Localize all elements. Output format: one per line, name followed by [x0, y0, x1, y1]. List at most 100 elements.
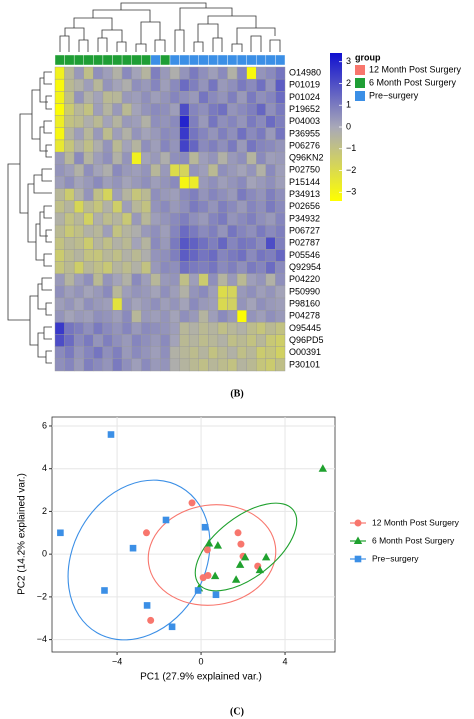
point — [261, 552, 271, 561]
heat-cell — [160, 261, 171, 274]
heat-cell — [217, 261, 228, 274]
colorbar-label: 2 — [346, 78, 351, 88]
heat-cell — [275, 115, 286, 128]
heat-cell — [169, 127, 180, 141]
heat-cell — [208, 66, 219, 80]
heat-cell — [188, 127, 199, 141]
heat-cell — [150, 78, 161, 92]
y-tick-label: 0 — [42, 549, 47, 559]
heat-cell — [150, 212, 161, 226]
heat-cell — [198, 273, 209, 287]
legend-swatch — [355, 65, 365, 75]
group-cell — [112, 54, 123, 66]
point — [354, 519, 362, 527]
heat-cell — [64, 103, 75, 116]
left-dendrogram — [7, 71, 52, 364]
group-cell — [198, 54, 209, 66]
heat-cell — [160, 249, 171, 262]
heat-cell — [246, 151, 257, 165]
group-cell — [275, 54, 286, 66]
heat-cell — [73, 115, 84, 128]
heat-cell — [188, 273, 199, 287]
group-cell — [227, 54, 238, 66]
heat-cell — [179, 115, 190, 128]
heat-cell — [217, 66, 228, 80]
heat-cell — [64, 176, 75, 189]
heat-cell — [227, 273, 238, 287]
heat-cell — [73, 261, 84, 274]
point — [142, 529, 150, 537]
colorbar-label: −1 — [346, 143, 356, 153]
heat-cell — [198, 188, 209, 201]
heat-cell — [73, 322, 84, 335]
heat-cell — [265, 310, 276, 323]
heat-cell — [141, 200, 152, 214]
heat-cell — [73, 91, 84, 104]
heat-cell — [256, 237, 267, 250]
heat-cell — [236, 151, 247, 165]
heat-cell — [121, 273, 132, 287]
heat-cell — [246, 285, 257, 299]
heat-cell — [217, 334, 228, 347]
heat-cell — [141, 164, 152, 177]
heat-cell — [198, 139, 209, 153]
heat-cell — [256, 66, 267, 80]
heat-cell — [265, 249, 276, 262]
heat-cell — [188, 249, 199, 262]
heat-cell — [188, 78, 199, 92]
heat-cell — [73, 139, 84, 153]
heat-cell — [227, 66, 238, 80]
heat-cell — [265, 358, 276, 372]
heat-cell — [160, 297, 171, 311]
legend-title: group — [355, 52, 381, 62]
heat-cell — [236, 334, 247, 347]
heat-cell — [256, 115, 267, 128]
heat-cell — [54, 249, 65, 262]
heat-cell — [169, 200, 180, 214]
heat-cell — [236, 285, 247, 299]
heat-cell — [102, 346, 113, 360]
heat-cell — [275, 212, 286, 226]
group-cell — [265, 54, 276, 66]
heat-cell — [141, 78, 152, 92]
legend-label: 6 Month Post Surgery — [372, 535, 455, 545]
heat-cell — [265, 151, 276, 165]
heat-cell — [141, 310, 152, 323]
heat-cell — [121, 358, 132, 372]
heat-cell — [198, 297, 209, 311]
heat-cell — [169, 151, 180, 165]
heat-cell — [265, 285, 276, 299]
heat-cell — [83, 91, 94, 104]
row-label: P34932 — [289, 213, 320, 223]
row-label: P15144 — [289, 177, 320, 187]
heat-cell — [236, 358, 247, 372]
heat-cell — [160, 151, 171, 165]
heat-cell — [112, 322, 123, 335]
heat-cell — [208, 164, 219, 177]
heat-cell — [73, 249, 84, 262]
row-label: P98160 — [289, 298, 320, 308]
heat-cell — [188, 66, 199, 80]
heat-cell — [169, 346, 180, 360]
heat-cell — [141, 127, 152, 141]
heat-cell — [246, 249, 257, 262]
heat-cell — [73, 200, 84, 214]
heat-cell — [73, 212, 84, 226]
heat-cell — [217, 224, 228, 238]
heat-cell — [141, 297, 152, 311]
heat-cell — [131, 115, 142, 128]
heat-cell — [256, 176, 267, 189]
heat-cell — [73, 151, 84, 165]
heat-cell — [93, 188, 104, 201]
heat-cell — [54, 91, 65, 104]
heat-cell — [256, 310, 267, 323]
heat-cell — [217, 322, 228, 335]
heat-cell — [121, 249, 132, 262]
heat-cell — [83, 224, 94, 238]
point — [57, 529, 64, 537]
heat-cell — [93, 358, 104, 372]
heat-cell — [217, 139, 228, 153]
heat-cell — [236, 261, 247, 274]
heat-cell — [112, 285, 123, 299]
